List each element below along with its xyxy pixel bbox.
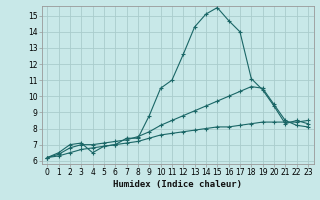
X-axis label: Humidex (Indice chaleur): Humidex (Indice chaleur)	[113, 180, 242, 189]
